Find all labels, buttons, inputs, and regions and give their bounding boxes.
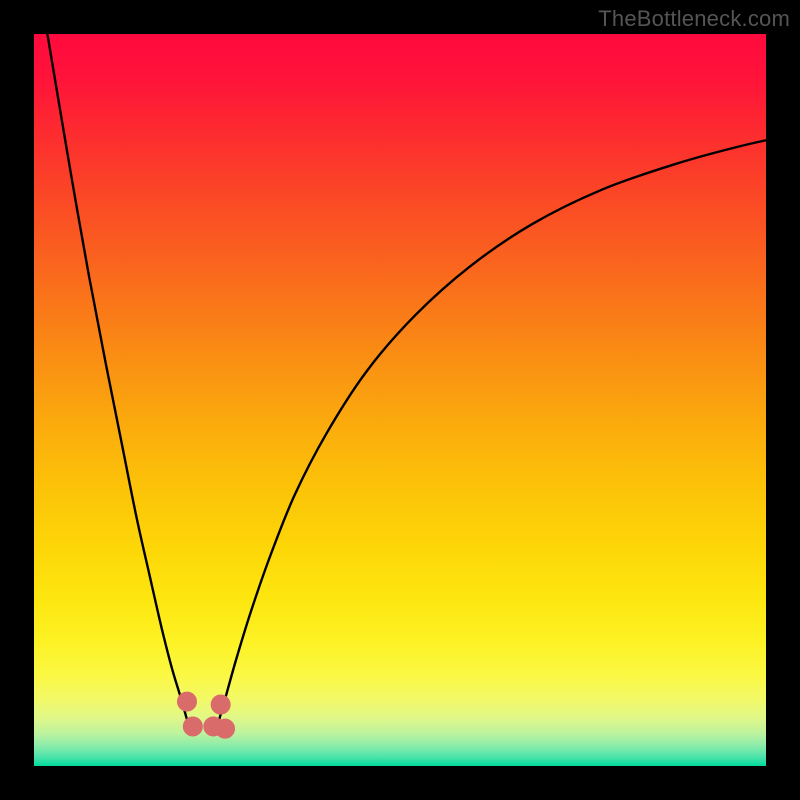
bottleneck-dot — [216, 719, 235, 738]
bottleneck-dot — [177, 692, 196, 711]
chart-frame: TheBottleneck.com — [0, 0, 800, 800]
bottleneck-dot — [183, 717, 202, 736]
bottleneck-chart — [0, 0, 800, 800]
bottleneck-dot — [211, 695, 230, 714]
plot-area — [34, 34, 766, 766]
